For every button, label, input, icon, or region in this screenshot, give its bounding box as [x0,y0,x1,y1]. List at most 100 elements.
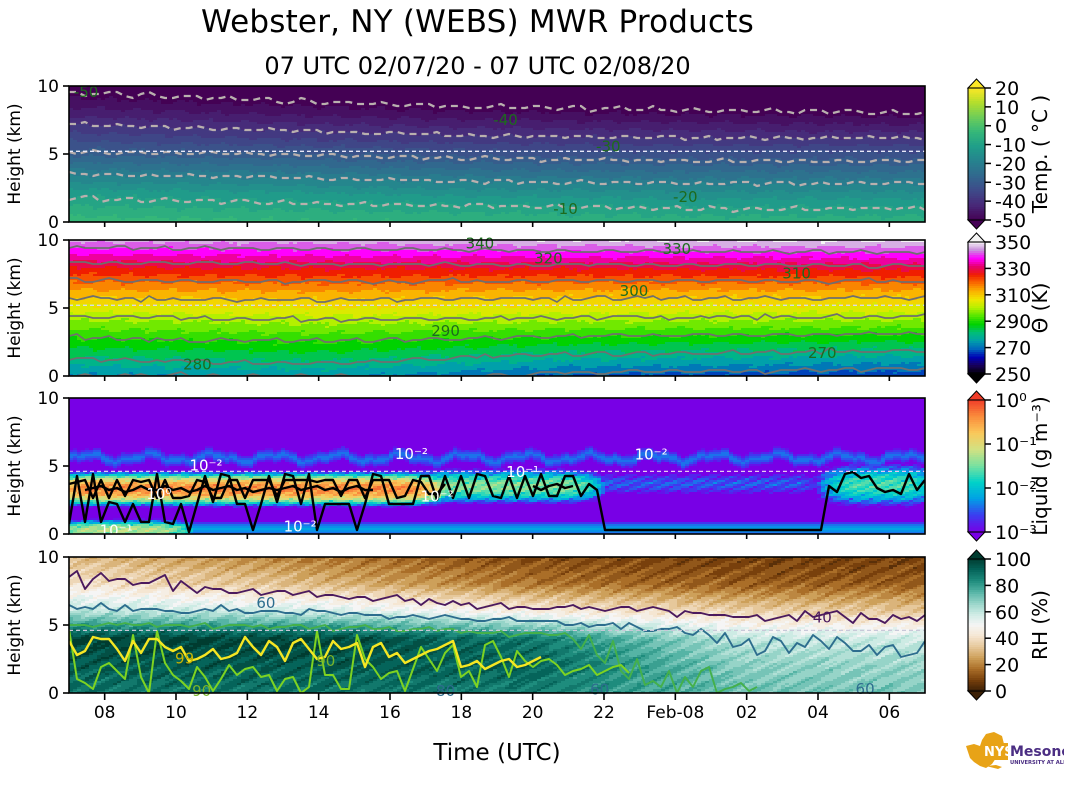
nys-mesonet-logo: NYS Mesonet UNIVERSITY AT ALBANY [946,730,1066,774]
colorbar-cap-top-theta [966,232,987,243]
long-island-shape [986,765,1002,769]
logo-nys-text: NYS [984,745,1014,760]
x-tick-label: 20 [522,703,544,723]
y-tick-label: 0 [48,684,59,704]
y-tick-label: 0 [48,367,59,387]
contour-label-temperature-4: -10 [553,200,578,218]
colorbar-tick-label-liquid: 10⁻¹ [995,434,1037,456]
colorbar-tick-label-temperature: -10 [995,135,1026,157]
colorbar-tick-label-temperature: 10 [995,97,1019,119]
colorbar-tick-label-temperature: -20 [995,153,1026,175]
colorbar-tick-label-rh: 100 [995,549,1031,571]
y-axis-title-temperature: Height (km) [5,103,25,204]
colorbar-tick-label-theta: 270 [995,338,1031,360]
contour-label-temperature-2: -30 [596,138,621,156]
colorbar-tick-label-liquid: 10⁻³ [995,522,1037,544]
colorbar-tick-label-rh: 40 [995,628,1019,650]
colorbar-tick-label-liquid: 10⁰ [995,390,1027,412]
colorbar-tick-label-rh: 60 [995,602,1019,624]
colorbar-tick-label-theta: 290 [995,311,1031,333]
x-tick-label: 16 [379,703,401,723]
colorbar-theta: 350 330 310 290 270 250 Θ (K) [966,232,1052,386]
x-tick-label: 10 [165,703,187,723]
x-tick-label: 12 [237,703,259,723]
contour-label-theta-6: 340 [466,234,495,252]
x-tick-label: 22 [593,703,615,723]
colorbar-tick-label-theta: 330 [995,258,1031,280]
contour-label-theta-3: 310 [782,264,811,282]
panel-field-rh [69,557,925,693]
colorbar-cap-top-rh [966,549,987,560]
y-tick-label: 10 [37,77,59,97]
panel-rh: 60 40 99 90 90 80 60 60 0 5 10 Height (km) 08 10 12 14 1… [5,548,926,723]
panel-temperature: -50 -40 -30 -20 -10 0 5 10 Height (km) [5,77,926,233]
contour-label-rh-5: 80 [436,682,455,700]
colorbar-tick-label-temperature: -40 [995,191,1026,213]
contour-label-rh-6: 60 [590,681,609,699]
contour-label-rh-4: 90 [192,682,211,700]
colorbar-tick-label-theta: 350 [995,232,1031,254]
colorbar-title-theta: Θ (K) [1028,283,1052,334]
contour-label-rh-0: 60 [256,594,275,612]
logo-badge [982,743,1008,760]
contour-label-rh-3: 90 [316,652,335,670]
x-tick-label: 18 [451,703,473,723]
y-tick-label: 5 [48,457,59,477]
colorbar-tick-label-rh: 0 [995,681,1007,703]
contour-label-liquid-5: 10⁻¹ [100,522,133,540]
panel-field-liquid [69,398,925,534]
panel-field-theta [69,240,925,376]
contour-label-rh-2: 99 [175,649,194,667]
x-axis-title: Time (UTC) [432,740,560,766]
contour-label-liquid-2: 10⁻² [635,445,668,463]
x-tick-label: 14 [308,703,330,723]
colorbar-tick-label-rh: 80 [995,575,1019,597]
contour-label-liquid-3: 10⁻² [421,488,454,506]
contour-label-rh-7: 60 [856,680,875,698]
contour-label-liquid-1: 10⁻² [395,445,428,463]
panel-theta: 280 290 300 310 320 330 340 270 0 5 10 Height (km) [5,231,926,387]
y-tick-label: 5 [48,616,59,636]
y-tick-label: 5 [48,145,59,165]
contour-label-temperature-0: -50 [74,83,99,101]
contour-label-theta-4: 320 [534,249,563,267]
colorbar-cap-bottom-rh [966,690,987,701]
page-subtitle: 07 UTC 02/07/20 - 07 UTC 02/08/20 [0,52,955,80]
contour-label-temperature-3: -20 [673,188,698,206]
panel-field-temperature [69,86,925,222]
logo-mesonet-text: Mesonet [1010,744,1064,760]
contour-label-theta-2: 300 [620,282,649,300]
y-tick-label: 0 [48,213,59,233]
y-axis-title-rh: Height (km) [5,574,25,675]
colorbar-rh: 100 80 60 40 20 0 RH (%) [966,549,1052,703]
logo-tagline-text: UNIVERSITY AT ALBANY [1010,760,1064,766]
colorbar-tick-label-temperature: 0 [995,116,1007,138]
contour-label-theta-1: 290 [431,322,460,340]
contour-label-theta-0: 280 [183,355,212,373]
contour-label-liquid-4: 10⁻² [284,518,317,536]
contour-label-theta-7: 270 [808,344,837,362]
y-axis-title-liquid: Height (km) [5,415,25,516]
colorbar-cap-top-liquid [966,390,987,401]
y-tick-label: 10 [37,231,59,251]
colorbar-title-liquid: Liquid (g m⁻³) [1028,396,1052,535]
colorbar-tick-label-temperature: -50 [995,210,1026,232]
colorbar-tick-label-theta: 250 [995,364,1031,386]
colorbar-tick-label-liquid: 10⁻² [995,478,1037,500]
y-tick-label: 10 [37,548,59,568]
colorbar-title-rh: RH (%) [1028,590,1052,660]
colorbar-tick-label-theta: 310 [995,285,1031,307]
contour-label-temperature-1: -40 [493,111,518,129]
contour-label-rh-1: 40 [813,609,832,627]
contour-label-theta-5: 330 [662,240,691,258]
y-tick-label: 0 [48,525,59,545]
colorbar-cap-bottom-theta [966,373,987,384]
colorbar-cap-top-temperature [966,78,987,89]
x-tick-label: Feb-08 [646,703,704,723]
contour-label-liquid-6: 10⁻¹ [506,463,539,481]
x-tick-label: 02 [736,703,758,723]
contour-label-liquid-0: 10⁻² [189,456,222,474]
